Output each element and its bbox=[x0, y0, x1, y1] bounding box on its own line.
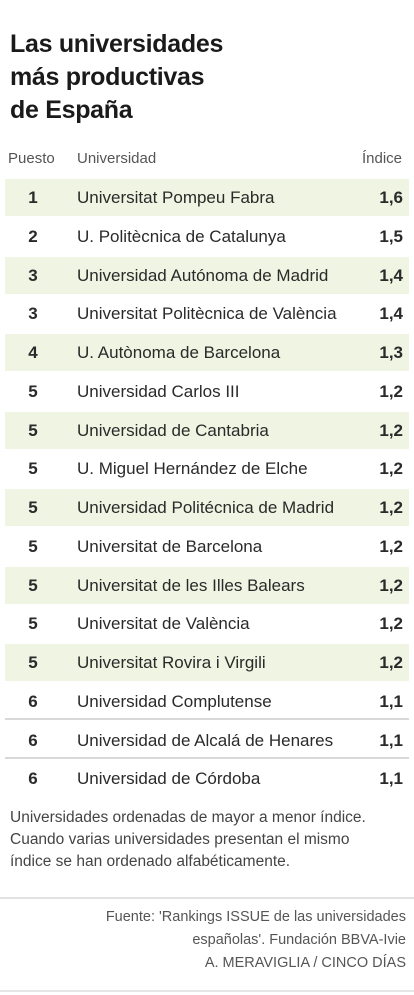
rank-cell: 5 bbox=[28, 575, 38, 595]
university-cell: Universidad Complutense bbox=[77, 691, 272, 711]
university-cell: Universidad de Alcalá de Henares bbox=[77, 730, 334, 750]
table-row: 3 Universidad Autónoma de Madrid 1,4 bbox=[5, 256, 409, 294]
footnote-line: Cuando varias universidades presentan el… bbox=[10, 831, 350, 848]
university-cell: Universitat Rovira i Virgili bbox=[77, 653, 266, 672]
university-cell: U. Miguel Hernández de Elche bbox=[77, 459, 308, 479]
index-cell: 1,2 bbox=[379, 459, 403, 479]
index-cell: 1,4 bbox=[379, 304, 403, 324]
rank-cell: 2 bbox=[28, 226, 38, 246]
source-line: Fuente: 'Rankings ISSUE de las universid… bbox=[105, 909, 406, 925]
index-cell: 1,1 bbox=[379, 691, 403, 711]
author-credit: A. MERAVIGLIA / CINCO DÍAS bbox=[204, 955, 406, 971]
source-line: españolas'. Fundación BBVA-Ivie bbox=[192, 932, 406, 948]
bottom-divider bbox=[0, 990, 414, 992]
index-cell: 1,2 bbox=[379, 498, 403, 517]
column-header-index: Índice bbox=[361, 150, 402, 167]
university-cell: Universitat de les Illes Balears bbox=[77, 575, 305, 595]
table-row: 3 Universitat Politècnica de València 1,4 bbox=[5, 295, 409, 332]
rank-cell: 4 bbox=[28, 343, 38, 362]
index-cell: 1,2 bbox=[379, 575, 403, 595]
table-row: 1 Universitat Pompeu Fabra 1,6 bbox=[5, 179, 409, 216]
divider bbox=[0, 897, 414, 899]
table-row: 6 Universidad de Alcalá de Henares 1,1 bbox=[5, 722, 409, 759]
index-cell: 1,2 bbox=[379, 381, 403, 401]
table-body: 1 Universitat Pompeu Fabra 1,6 2 U. Politècn… bbox=[5, 179, 409, 799]
rank-cell: 5 bbox=[28, 653, 38, 672]
university-cell: Universidad Autónoma de Madrid bbox=[77, 265, 329, 285]
rank-cell: 6 bbox=[28, 769, 38, 789]
footnote-line: Universidades ordenadas de mayor a menor… bbox=[10, 809, 366, 826]
index-cell: 1,2 bbox=[379, 536, 403, 556]
index-cell: 1,5 bbox=[379, 226, 403, 246]
university-cell: Universidad Politécnica de Madrid bbox=[77, 498, 335, 517]
university-cell: U. Politècnica de Catalunya bbox=[77, 226, 286, 246]
rank-cell: 5 bbox=[28, 614, 38, 634]
footnote: Universidades ordenadas de mayor a menor… bbox=[10, 807, 406, 873]
table-row: 6 Universidad Complutense 1,1 bbox=[5, 683, 409, 720]
rank-cell: 5 bbox=[28, 459, 38, 479]
table-row: 5 Universitat de Barcelona 1,2 bbox=[5, 528, 409, 565]
rank-cell: 6 bbox=[28, 691, 38, 711]
rank-cell: 1 bbox=[28, 188, 38, 207]
rank-cell: 6 bbox=[28, 730, 38, 750]
rank-cell: 5 bbox=[28, 420, 38, 440]
rank-cell: 3 bbox=[28, 304, 38, 324]
table-row: 5 Universidad de Cantabria 1,2 bbox=[5, 411, 409, 449]
rank-cell: 3 bbox=[28, 265, 38, 285]
table-row: 6 Universidad de Córdoba 1,1 bbox=[5, 760, 409, 797]
table-row: 5 Universitat de les Illes Balears 1,2 bbox=[5, 566, 409, 604]
index-cell: 1,2 bbox=[379, 614, 403, 634]
table-row: 5 Universidad Politécnica de Madrid 1,2 bbox=[5, 489, 409, 526]
table-header: Puesto Universidad Índice bbox=[0, 148, 414, 172]
university-cell: Universitat Pompeu Fabra bbox=[77, 188, 275, 207]
university-cell: Universitat Politècnica de València bbox=[77, 304, 337, 324]
table-row: 5 Universitat Rovira i Virgili 1,2 bbox=[5, 644, 409, 681]
table-row: 5 Universidad Carlos III 1,2 bbox=[5, 373, 409, 410]
table-row: 4 U. Autònoma de Barcelona 1,3 bbox=[5, 334, 409, 371]
column-header-rank: Puesto bbox=[8, 150, 55, 167]
index-cell: 1,3 bbox=[379, 343, 403, 362]
university-cell: U. Autònoma de Barcelona bbox=[77, 343, 281, 362]
university-cell: Universidad de Córdoba bbox=[77, 769, 261, 789]
index-cell: 1,2 bbox=[379, 420, 403, 440]
column-header-university: Universidad bbox=[77, 150, 157, 167]
title-line: más productivas bbox=[10, 63, 205, 91]
rank-cell: 5 bbox=[28, 536, 38, 556]
rank-cell: 5 bbox=[28, 498, 38, 517]
university-cell: Universitat de Barcelona bbox=[77, 536, 263, 556]
footnote-line: índice se han ordenado alfabéticamente. bbox=[10, 853, 291, 870]
table-row: 2 U. Politècnica de Catalunya 1,5 bbox=[5, 218, 409, 255]
index-cell: 1,2 bbox=[379, 653, 403, 672]
university-cell: Universidad de Cantabria bbox=[77, 420, 269, 440]
index-cell: 1,4 bbox=[379, 265, 403, 285]
index-cell: 1,1 bbox=[379, 730, 403, 750]
university-cell: Universitat de València bbox=[77, 614, 250, 634]
rank-cell: 5 bbox=[28, 381, 38, 401]
source-credit: Fuente: 'Rankings ISSUE de las universid… bbox=[26, 906, 406, 975]
table-row: 5 U. Miguel Hernández de Elche 1,2 bbox=[5, 450, 409, 487]
university-cell: Universidad Carlos III bbox=[77, 381, 240, 401]
title-line: Las universidades bbox=[10, 30, 224, 58]
title-line: de España bbox=[10, 96, 133, 124]
table-row: 5 Universitat de València 1,2 bbox=[5, 605, 409, 642]
index-cell: 1,6 bbox=[379, 188, 403, 207]
chart-title: Las universidades más productivas de Esp… bbox=[10, 28, 390, 127]
index-cell: 1,1 bbox=[379, 769, 403, 789]
